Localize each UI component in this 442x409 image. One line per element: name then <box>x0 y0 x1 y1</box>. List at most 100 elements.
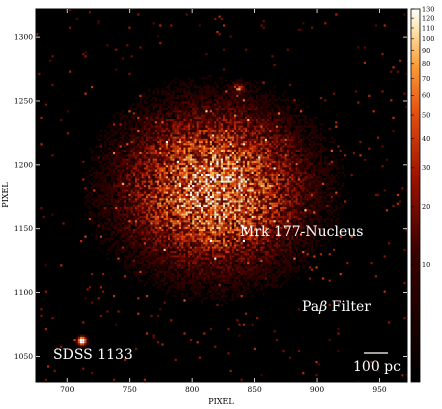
emission-pixel <box>174 182 177 185</box>
emission-pixel <box>267 154 270 157</box>
emission-pixel <box>234 167 237 170</box>
emission-pixel <box>192 99 195 102</box>
emission-pixel <box>185 163 188 166</box>
emission-pixel <box>335 180 338 183</box>
emission-pixel <box>289 202 292 205</box>
emission-pixel <box>181 108 184 111</box>
emission-pixel <box>126 187 129 190</box>
emission-pixel <box>238 108 241 111</box>
emission-pixel <box>223 178 226 181</box>
emission-pixel <box>124 127 127 130</box>
emission-pixel <box>196 105 199 108</box>
emission-pixel <box>289 152 292 155</box>
emission-pixel <box>187 145 190 148</box>
emission-pixel <box>152 112 155 115</box>
emission-pixel <box>319 158 322 161</box>
emission-pixel <box>187 123 190 126</box>
emission-pixel <box>192 149 195 152</box>
emission-pixel <box>396 193 399 196</box>
emission-pixel <box>260 193 263 196</box>
emission-pixel <box>176 145 179 148</box>
emission-pixel <box>297 169 300 172</box>
emission-pixel <box>196 97 199 100</box>
emission-pixel <box>280 165 283 168</box>
emission-pixel <box>236 147 239 150</box>
emission-pixel <box>150 185 153 188</box>
emission-pixel <box>161 204 164 207</box>
emission-pixel <box>247 156 250 159</box>
emission-pixel <box>238 143 241 146</box>
emission-pixel <box>223 163 226 166</box>
emission-pixel <box>113 169 116 172</box>
emission-pixel <box>297 130 300 133</box>
emission-pixel <box>249 191 252 194</box>
emission-pixel <box>135 114 138 117</box>
emission-pixel <box>143 169 146 172</box>
emission-pixel <box>170 132 173 135</box>
emission-pixel <box>143 132 146 135</box>
emission-pixel <box>284 189 287 192</box>
emission-pixel <box>196 165 199 168</box>
emission-pixel <box>141 134 144 137</box>
emission-pixel <box>302 147 305 150</box>
emission-pixel <box>205 136 208 139</box>
emission-pixel <box>278 189 281 192</box>
emission-pixel <box>159 121 162 124</box>
emission-pixel <box>251 121 254 124</box>
emission-pixel <box>295 116 298 119</box>
emission-pixel <box>311 167 314 170</box>
emission-pixel <box>253 202 256 205</box>
emission-pixel <box>245 123 248 126</box>
emission-pixel <box>247 196 250 199</box>
emission-pixel <box>205 101 208 104</box>
emission-pixel <box>124 167 127 170</box>
emission-pixel <box>258 152 261 155</box>
emission-pixel <box>205 149 208 152</box>
emission-pixel <box>159 116 162 119</box>
emission-pixel <box>253 189 256 192</box>
emission-pixel <box>161 191 164 194</box>
emission-pixel <box>113 180 116 183</box>
emission-pixel <box>284 138 287 141</box>
emission-pixel <box>269 112 272 115</box>
emission-pixel <box>229 132 232 135</box>
emission-pixel <box>159 200 162 203</box>
emission-pixel <box>319 189 322 192</box>
emission-pixel <box>146 200 149 203</box>
emission-pixel <box>209 141 212 144</box>
emission-pixel <box>324 191 327 194</box>
emission-pixel <box>300 127 303 130</box>
emission-pixel <box>218 171 221 174</box>
emission-pixel <box>216 182 219 185</box>
emission-pixel <box>247 174 250 177</box>
emission-pixel <box>176 202 179 205</box>
emission-pixel <box>249 176 252 179</box>
emission-pixel <box>146 154 149 157</box>
emission-pixel <box>203 141 206 144</box>
emission-pixel <box>152 154 155 157</box>
emission-pixel <box>174 167 177 170</box>
emission-pixel <box>282 141 285 144</box>
emission-pixel <box>196 136 199 139</box>
emission-pixel <box>247 114 250 117</box>
emission-pixel <box>238 193 241 196</box>
emission-pixel <box>229 169 232 172</box>
emission-pixel <box>203 147 206 150</box>
emission-pixel <box>192 187 195 190</box>
emission-pixel <box>185 114 188 117</box>
emission-pixel <box>253 86 256 89</box>
emission-pixel <box>231 119 234 122</box>
emission-pixel <box>165 191 168 194</box>
emission-pixel <box>108 182 111 185</box>
emission-pixel <box>99 134 102 137</box>
emission-pixel <box>286 202 289 205</box>
emission-pixel <box>141 105 144 108</box>
emission-pixel <box>236 207 239 210</box>
emission-pixel <box>357 101 360 104</box>
emission-pixel <box>157 136 160 139</box>
emission-pixel <box>260 196 263 199</box>
emission-pixel <box>150 200 153 203</box>
emission-pixel <box>317 180 320 183</box>
emission-pixel <box>328 200 331 203</box>
emission-pixel <box>216 149 219 152</box>
